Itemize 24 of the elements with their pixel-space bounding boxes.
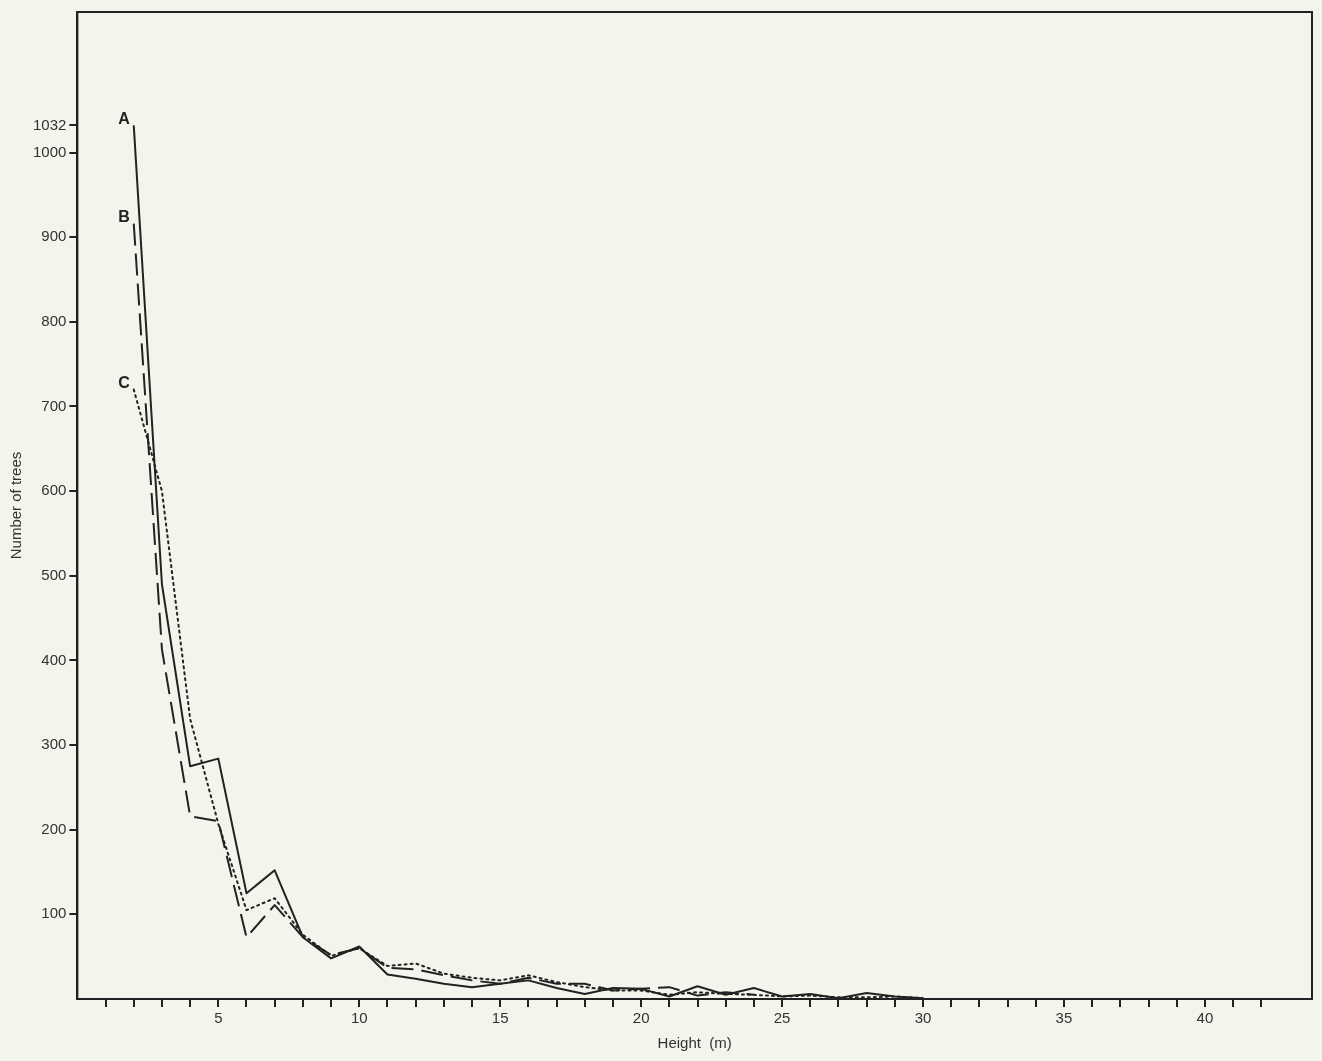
y-tick-label: 100 xyxy=(41,904,67,922)
y-axis-title: Number of trees xyxy=(7,451,25,560)
x-tick-label: 25 xyxy=(773,1009,791,1027)
series-label: B xyxy=(118,208,130,226)
x-tick-label: 10 xyxy=(350,1009,368,1027)
y-tick-label: 1000 xyxy=(32,142,67,160)
x-tick-label: 30 xyxy=(914,1009,932,1027)
x-axis-title: Height (m) xyxy=(657,1034,732,1052)
y-tick-label: 500 xyxy=(41,565,67,583)
series-label: C xyxy=(118,373,131,391)
y-tick-label: 400 xyxy=(41,650,67,668)
x-tick-label: 15 xyxy=(491,1009,509,1027)
x-tick-label: 20 xyxy=(632,1009,650,1027)
x-tick-label: 5 xyxy=(214,1009,223,1027)
y-tick-label: 1032 xyxy=(32,115,67,133)
x-tick-label: 35 xyxy=(1055,1009,1073,1027)
y-tick-label: 300 xyxy=(41,735,67,753)
y-tick-label: 800 xyxy=(41,311,67,329)
series-label: A xyxy=(118,109,131,127)
x-tick-label: 40 xyxy=(1196,1009,1214,1027)
y-tick-label: 700 xyxy=(41,396,67,414)
y-tick-label: 600 xyxy=(41,481,67,499)
y-tick-label: 900 xyxy=(41,227,67,245)
y-tick-label: 200 xyxy=(41,819,67,837)
